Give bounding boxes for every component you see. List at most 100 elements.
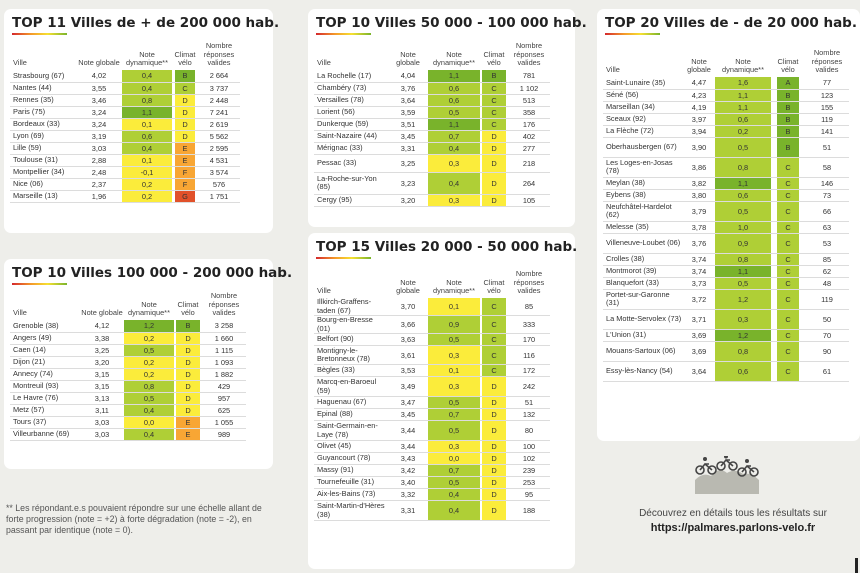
note-dynamique: 0,1	[122, 154, 172, 167]
table-row: Villeneuve-Loubet (06) 3,76 0,9 C 53	[603, 233, 849, 254]
reponses-valides: 119	[805, 113, 849, 126]
climat-velo: D	[480, 408, 508, 421]
city-name: Bordeaux (33)	[10, 118, 76, 131]
table-card-under-20k: TOP 20 Villes de - de 20 000 hab. Ville No…	[597, 9, 860, 441]
reponses-valides: 66	[805, 201, 849, 222]
climat-velo: C	[771, 253, 805, 266]
note-globale: 3,23	[388, 172, 428, 195]
table-row: Bourg-en-Bresse (01) 3,66 0,9 C 333	[314, 315, 550, 334]
note-globale: 3,79	[683, 201, 715, 222]
table-row: Bordeaux (33) 3,24 0,1 D 2 619	[10, 118, 240, 131]
city-name: Tours (37)	[10, 416, 80, 429]
table-row: Saint-Lunaire (35) 4,47 1,6 A 77	[603, 77, 849, 90]
climat-velo: C	[771, 265, 805, 278]
note-globale: 3,80	[683, 189, 715, 202]
reponses-valides: 53	[805, 233, 849, 254]
table-row: Pessac (33) 3,25 0,3 D 218	[314, 154, 550, 173]
city-name: Saint-Germain-en-Laye (78)	[314, 420, 388, 441]
header-ville: Ville	[13, 307, 27, 317]
note-globale: 3,66	[388, 315, 428, 334]
city-name: Lille (59)	[10, 142, 76, 155]
note-dynamique: 0,3	[428, 345, 480, 365]
note-dynamique: 0,2	[124, 368, 174, 381]
climat-velo: C	[480, 298, 508, 316]
reponses-valides: 176	[508, 118, 550, 131]
climat-velo: C	[480, 106, 508, 119]
table-row: Versailles (78) 3,64 0,6 C 513	[314, 94, 550, 107]
note-dynamique: 0,6	[715, 189, 771, 202]
reponses-valides: 1 751	[198, 190, 240, 203]
reponses-valides: 155	[805, 101, 849, 114]
reponses-valides: 7 241	[198, 106, 240, 119]
note-dynamique: 0,4	[122, 82, 172, 95]
table-row: Strasbourg (67) 4,02 0,4 B 2 664	[10, 70, 240, 83]
table-row: Nantes (44) 3,55 0,4 C 3 737	[10, 82, 240, 95]
table-title: TOP 10 Villes 100 000 - 200 000 hab.	[12, 265, 293, 281]
header-reponses: Nombre réponses valides	[203, 41, 235, 67]
note-dynamique: 0,3	[428, 440, 480, 453]
reponses-valides: 1 660	[202, 332, 246, 345]
results-link[interactable]: https://palmares.parlons-velo.fr	[650, 522, 816, 534]
city-name: La Rochelle (17)	[314, 70, 388, 83]
reponses-valides: 625	[202, 404, 246, 417]
reponses-valides: 218	[508, 154, 550, 173]
note-globale: 3,24	[76, 106, 122, 119]
city-name: Chambéry (73)	[314, 82, 388, 95]
promo-text: Découvrez en détails tous les résultats …	[613, 507, 853, 535]
note-dynamique: 0,2	[122, 178, 172, 191]
city-name: Lyon (69)	[10, 130, 76, 143]
note-globale: 3,03	[80, 428, 124, 441]
table-row: Massy (91) 3,42 0,7 D 239	[314, 464, 550, 477]
reponses-valides: 80	[508, 420, 550, 441]
city-name: Villeneuve-Loubet (06)	[603, 233, 683, 254]
note-globale: 3,25	[388, 154, 428, 173]
note-globale: 3,20	[80, 356, 124, 369]
table-row: Saint-Nazaire (44) 3,45 0,7 D 402	[314, 130, 550, 143]
city-name: Toulouse (31)	[10, 154, 76, 167]
climat-velo: D	[480, 172, 508, 195]
note-globale: 3,64	[388, 94, 428, 107]
table-row: Marcq-en-Baroeul (59) 3,49 0,3 D 242	[314, 376, 550, 397]
climat-velo: E	[172, 142, 198, 155]
climat-velo: C	[771, 233, 805, 254]
note-globale: 3,40	[388, 476, 428, 489]
ranking-table-50k-100k: Ville Note globale Note dynamique** Climat …	[314, 37, 550, 207]
climat-velo: D	[480, 452, 508, 465]
note-globale: 3,43	[388, 452, 428, 465]
city-name: Eybens (38)	[603, 189, 683, 202]
city-name: Le Havre (76)	[10, 392, 80, 405]
climat-velo: C	[172, 82, 198, 95]
climat-velo: D	[480, 488, 508, 501]
climat-velo: D	[174, 392, 202, 405]
reponses-valides: 2 664	[198, 70, 240, 83]
table-row: Lyon (69) 3,19 0,6 D 5 562	[10, 130, 240, 143]
city-name: Paris (75)	[10, 106, 76, 119]
header-ville: Ville	[606, 64, 620, 74]
table-row: Montigny-le-Bretonneux (78) 3,61 0,3 C 116	[314, 345, 550, 365]
table-row: Toulouse (31) 2,88 0,1 E 4 531	[10, 154, 240, 167]
table-row: Epinal (88) 3,45 0,7 D 132	[314, 408, 550, 421]
table-card-50k-100k: TOP 10 Villes 50 000 - 100 000 hab. Ville…	[308, 9, 587, 227]
table-row: Olivet (45) 3,44 0,3 D 100	[314, 440, 550, 453]
reponses-valides: 2 448	[198, 94, 240, 107]
table-title: TOP 20 Villes de - de 20 000 hab.	[605, 15, 857, 31]
climat-velo: C	[771, 201, 805, 222]
city-name: Lorient (56)	[314, 106, 388, 119]
reponses-valides: 70	[805, 329, 849, 342]
note-dynamique: 0,2	[715, 125, 771, 138]
table-row: Aix-les-Bains (73) 3,32 0,4 D 95	[314, 488, 550, 501]
note-dynamique: 0,1	[428, 298, 480, 316]
note-dynamique: 0,7	[428, 464, 480, 477]
table-row: Rennes (35) 3,46 0,8 D 2 448	[10, 94, 240, 107]
climat-velo: C	[480, 364, 508, 377]
table-row: Les Loges-en-Josas (78) 3,86 0,8 C 58	[603, 157, 849, 178]
note-dynamique: 0,5	[428, 106, 480, 119]
note-globale: 3,13	[80, 392, 124, 405]
climat-velo: C	[480, 315, 508, 334]
header-reponses: Nombre réponses valides	[811, 48, 843, 74]
climat-velo: C	[480, 94, 508, 107]
note-dynamique: 0,4	[122, 70, 172, 83]
note-dynamique: 0,3	[428, 194, 480, 207]
reponses-valides: 1 115	[202, 344, 246, 357]
table-row: Dunkerque (59) 3,51 1,1 C 176	[314, 118, 550, 131]
